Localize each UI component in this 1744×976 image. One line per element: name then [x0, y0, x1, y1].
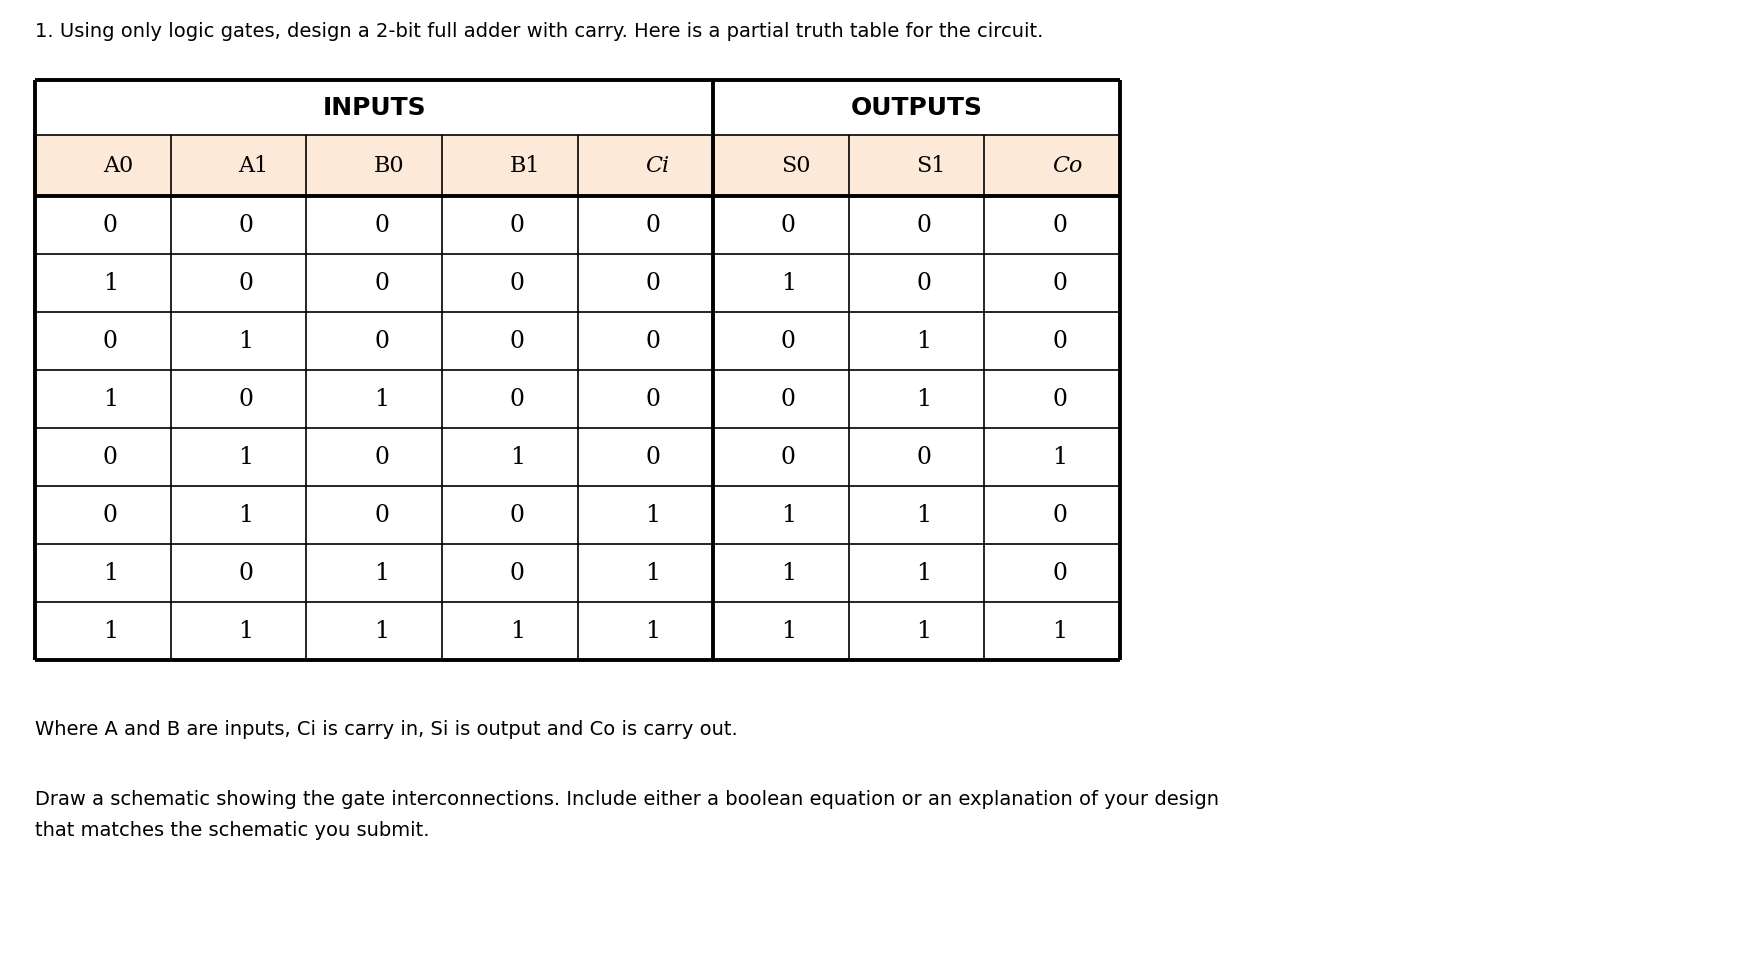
Text: 1. Using only logic gates, design a 2-bit full adder with carry. Here is a parti: 1. Using only logic gates, design a 2-bi…: [35, 22, 1043, 41]
Text: 0: 0: [781, 387, 795, 411]
Text: 0: 0: [373, 445, 389, 468]
Text: Ci: Ci: [645, 154, 670, 177]
Bar: [35, 135, 1120, 196]
Text: 1: 1: [103, 387, 119, 411]
Text: 1: 1: [917, 504, 931, 526]
Text: 0: 0: [509, 504, 525, 526]
Text: 0: 0: [373, 271, 389, 295]
Text: 0: 0: [509, 214, 525, 236]
Text: 0: 0: [645, 214, 661, 236]
Bar: [35, 428, 1120, 486]
Text: 1: 1: [781, 561, 795, 585]
Text: 1: 1: [645, 620, 661, 642]
Text: 1: 1: [781, 620, 795, 642]
Text: 1: 1: [239, 445, 253, 468]
Text: 0: 0: [1052, 387, 1067, 411]
Bar: [35, 486, 1120, 544]
Text: 0: 0: [509, 561, 525, 585]
Text: 0: 0: [1052, 561, 1067, 585]
Bar: [35, 544, 1120, 602]
Text: 0: 0: [1052, 504, 1067, 526]
Text: 0: 0: [645, 387, 661, 411]
Text: Draw a schematic showing the gate interconnections. Include either a boolean equ: Draw a schematic showing the gate interc…: [35, 790, 1219, 840]
Text: 1: 1: [509, 620, 525, 642]
Text: OUTPUTS: OUTPUTS: [851, 96, 982, 119]
Text: 0: 0: [781, 330, 795, 352]
Text: 1: 1: [239, 330, 253, 352]
Text: 0: 0: [373, 214, 389, 236]
Text: 0: 0: [509, 271, 525, 295]
Text: 1: 1: [917, 620, 931, 642]
Text: Co: Co: [1052, 154, 1083, 177]
Text: 1: 1: [781, 271, 795, 295]
Bar: [35, 602, 1120, 660]
Text: 1: 1: [103, 620, 119, 642]
Text: 0: 0: [103, 445, 119, 468]
Text: 1: 1: [103, 561, 119, 585]
Text: 0: 0: [917, 271, 931, 295]
Text: 0: 0: [239, 214, 253, 236]
Text: 1: 1: [239, 504, 253, 526]
Text: 1: 1: [917, 561, 931, 585]
Text: 0: 0: [509, 330, 525, 352]
Text: 0: 0: [239, 271, 253, 295]
Text: 0: 0: [1052, 271, 1067, 295]
Text: 0: 0: [103, 214, 119, 236]
Text: 0: 0: [103, 504, 119, 526]
Text: B0: B0: [373, 154, 405, 177]
Text: 1: 1: [509, 445, 525, 468]
Text: 0: 0: [373, 504, 389, 526]
Text: 1: 1: [373, 620, 389, 642]
Text: 0: 0: [373, 330, 389, 352]
Bar: [35, 80, 1120, 135]
Text: 0: 0: [645, 330, 661, 352]
Text: S1: S1: [917, 154, 945, 177]
Text: 0: 0: [645, 445, 661, 468]
Text: 1: 1: [373, 561, 389, 585]
Text: 1: 1: [103, 271, 119, 295]
Text: 1: 1: [645, 504, 661, 526]
Text: 0: 0: [781, 445, 795, 468]
Text: B1: B1: [509, 154, 541, 177]
Text: A1: A1: [239, 154, 269, 177]
Bar: [35, 312, 1120, 370]
Text: 0: 0: [239, 561, 253, 585]
Text: 0: 0: [1052, 330, 1067, 352]
Text: 1: 1: [239, 620, 253, 642]
Text: 0: 0: [1052, 214, 1067, 236]
Text: 0: 0: [509, 387, 525, 411]
Text: 1: 1: [373, 387, 389, 411]
Text: INPUTS: INPUTS: [323, 96, 426, 119]
Text: 1: 1: [781, 504, 795, 526]
Text: 0: 0: [645, 271, 661, 295]
Bar: [35, 196, 1120, 254]
Text: S0: S0: [781, 154, 811, 177]
Text: A0: A0: [103, 154, 133, 177]
Text: 0: 0: [917, 214, 931, 236]
Bar: [35, 370, 1120, 428]
Text: 1: 1: [1052, 620, 1067, 642]
Text: 1: 1: [645, 561, 661, 585]
Text: Where A and B are inputs, Ci is carry in, Si is output and Co is carry out.: Where A and B are inputs, Ci is carry in…: [35, 720, 738, 739]
Text: 1: 1: [917, 387, 931, 411]
Text: 0: 0: [917, 445, 931, 468]
Text: 1: 1: [917, 330, 931, 352]
Text: 0: 0: [239, 387, 253, 411]
Text: 0: 0: [781, 214, 795, 236]
Text: 0: 0: [103, 330, 119, 352]
Bar: [35, 254, 1120, 312]
Text: 1: 1: [1052, 445, 1067, 468]
